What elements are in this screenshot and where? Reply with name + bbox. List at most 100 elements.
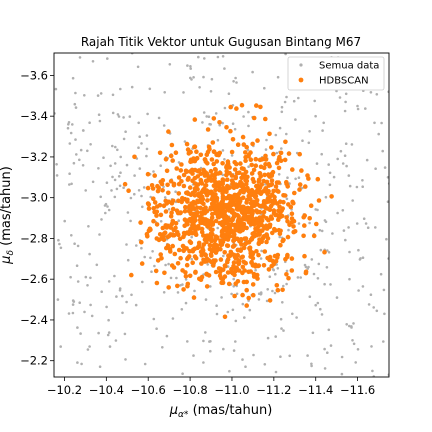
data-point-semua-data [301, 186, 304, 190]
data-point-hdbscan [195, 198, 200, 204]
data-point-semua-data [352, 322, 355, 325]
data-point-hdbscan [237, 239, 242, 244]
data-point-semua-data [165, 334, 169, 338]
data-point-hdbscan [290, 167, 295, 172]
data-point-hdbscan [234, 170, 240, 176]
data-point-hdbscan [289, 256, 295, 261]
data-point-hdbscan [145, 171, 151, 177]
data-point-semua-data [28, 164, 31, 167]
data-point-semua-data [323, 367, 327, 370]
data-point-semua-data [142, 186, 146, 189]
data-point-hdbscan [286, 202, 291, 207]
y-tick-label: −2.8 [20, 231, 48, 245]
data-point-hdbscan [184, 190, 189, 196]
data-point-semua-data [83, 310, 86, 314]
data-point-semua-data [382, 340, 385, 343]
data-point-semua-data [151, 250, 154, 253]
data-point-semua-data [84, 189, 87, 192]
data-point-semua-data [232, 277, 235, 281]
data-point-semua-data [91, 60, 95, 63]
data-point-semua-data [280, 105, 284, 109]
data-point-hdbscan [240, 226, 245, 232]
data-point-semua-data [393, 226, 396, 229]
data-point-semua-data [228, 369, 231, 373]
data-point-semua-data [67, 123, 70, 126]
data-point-semua-data [162, 291, 166, 294]
data-point-semua-data [294, 177, 297, 181]
data-point-hdbscan [262, 187, 268, 193]
data-point-semua-data [141, 205, 144, 209]
data-point-semua-data [323, 219, 327, 222]
data-point-semua-data [395, 250, 398, 253]
data-point-semua-data [107, 280, 111, 283]
data-point-hdbscan [290, 199, 295, 205]
data-point-semua-data [134, 303, 138, 307]
data-point-hdbscan [173, 221, 179, 226]
data-point-semua-data [356, 348, 360, 351]
data-point-hdbscan [289, 219, 295, 225]
data-point-semua-data [111, 111, 115, 115]
data-point-semua-data [234, 319, 238, 323]
data-point-hdbscan [220, 239, 226, 245]
data-point-hdbscan [166, 233, 172, 239]
legend-box [287, 56, 385, 91]
data-point-semua-data [319, 307, 322, 311]
data-point-semua-data [423, 217, 426, 220]
data-point-semua-data [67, 312, 71, 315]
data-point-hdbscan [145, 234, 150, 239]
data-point-hdbscan [267, 224, 273, 229]
data-point-semua-data [181, 283, 184, 286]
data-point-hdbscan [165, 243, 171, 248]
data-point-hdbscan [232, 293, 237, 299]
data-point-semua-data [357, 289, 360, 292]
data-point-semua-data [281, 301, 284, 304]
data-point-hdbscan [231, 194, 237, 200]
data-point-hdbscan [159, 181, 165, 187]
data-point-hdbscan [262, 224, 267, 230]
data-point-semua-data [184, 278, 188, 281]
data-point-hdbscan [238, 161, 243, 166]
data-point-hdbscan [194, 185, 199, 190]
data-point-semua-data [89, 303, 92, 307]
data-point-hdbscan [275, 287, 281, 293]
data-point-hdbscan [213, 167, 218, 172]
data-point-semua-data [355, 222, 359, 225]
data-point-hdbscan [213, 234, 219, 239]
data-point-semua-data [140, 142, 143, 145]
data-point-semua-data [323, 282, 326, 286]
data-point-hdbscan [236, 258, 242, 264]
data-point-hdbscan [273, 184, 279, 189]
data-point-hdbscan [273, 259, 279, 264]
data-point-semua-data [4, 266, 7, 269]
data-point-hdbscan [224, 125, 229, 130]
data-point-semua-data [78, 301, 81, 305]
data-point-hdbscan [192, 144, 198, 149]
data-point-hdbscan [168, 214, 174, 219]
data-point-hdbscan [174, 208, 180, 213]
data-point-hdbscan [256, 252, 261, 258]
data-point-hdbscan [191, 220, 196, 225]
data-point-hdbscan [186, 208, 192, 214]
data-point-hdbscan [204, 239, 209, 245]
data-point-semua-data [314, 303, 318, 307]
data-point-hdbscan [277, 204, 282, 209]
data-point-semua-data [74, 106, 78, 109]
data-point-hdbscan [208, 226, 213, 232]
data-point-hdbscan [205, 198, 210, 203]
data-point-hdbscan [249, 162, 254, 168]
data-point-hdbscan [276, 165, 282, 171]
data-point-hdbscan [176, 175, 182, 180]
data-point-hdbscan [170, 243, 175, 249]
data-point-semua-data [97, 113, 101, 116]
data-point-semua-data [201, 121, 204, 124]
data-point-semua-data [321, 129, 324, 132]
data-point-semua-data [308, 295, 312, 299]
data-point-hdbscan [206, 273, 212, 278]
data-point-semua-data [351, 339, 354, 342]
data-point-hdbscan [212, 176, 217, 182]
data-point-hdbscan [244, 303, 249, 308]
data-point-semua-data [327, 328, 331, 332]
data-point-hdbscan [188, 240, 194, 246]
data-point-hdbscan [211, 116, 217, 121]
data-point-hdbscan [198, 199, 204, 205]
